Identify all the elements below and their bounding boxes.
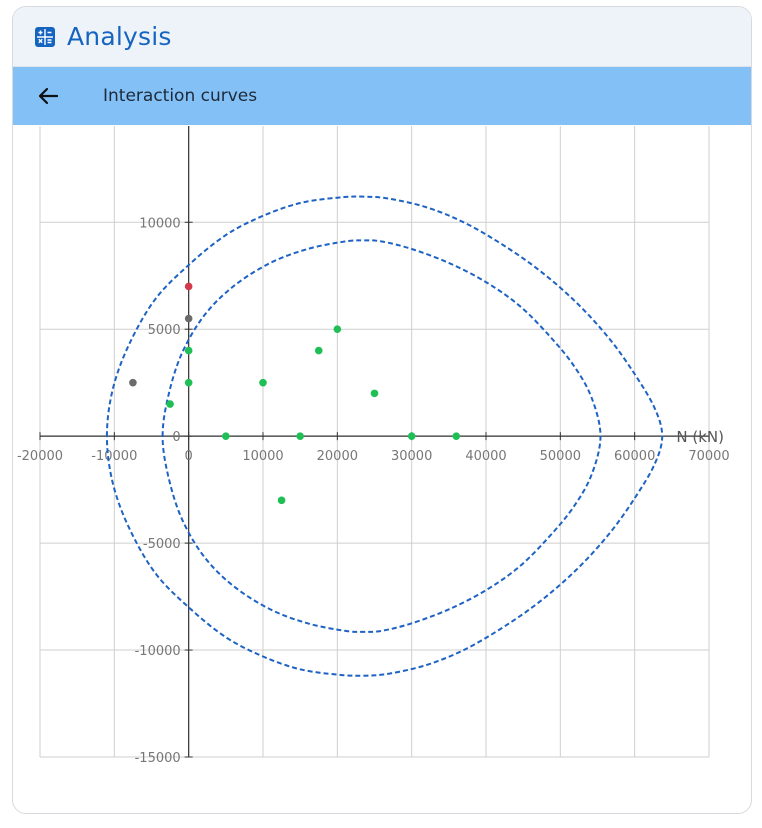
interaction-chart: -20000 -10000 0 10000 20000 30000 40000 50000 60…	[13, 126, 751, 786]
data-point	[184, 282, 193, 291]
card-header: Analysis	[13, 7, 751, 67]
x-tick-label: 20000	[317, 449, 358, 464]
data-point	[314, 346, 323, 355]
data-point	[222, 432, 230, 440]
data-point	[296, 432, 304, 440]
x-tick-label: 0	[185, 449, 193, 464]
x-axis-label: N (kN)	[676, 428, 724, 446]
y-tick-label: 5000	[148, 323, 181, 338]
data-point	[370, 389, 379, 398]
chart-svg: -20000 -10000 0 10000 20000 30000 40000 50000 60…	[17, 126, 730, 766]
x-tick-label: -10000	[91, 449, 137, 464]
x-tick-label: 30000	[391, 449, 432, 464]
data-point	[333, 325, 342, 334]
data-point	[452, 432, 461, 440]
y-tick-label: -10000	[135, 644, 181, 659]
interaction-curve	[161, 239, 602, 633]
data-point	[184, 346, 193, 355]
y-tick-label: -5000	[143, 537, 181, 552]
data-point	[277, 496, 286, 505]
data-point	[129, 378, 137, 387]
data-point	[166, 400, 174, 408]
analysis-card: Analysis Interaction curves -20000 -10000…	[12, 6, 752, 814]
data-point	[259, 378, 267, 387]
toolbar: Interaction curves	[13, 67, 751, 125]
interaction-curve	[105, 195, 664, 677]
toolbar-title: Interaction curves	[103, 86, 258, 106]
x-tick-label: 70000	[688, 449, 729, 464]
x-tick-label: 40000	[465, 449, 506, 464]
back-button[interactable]	[13, 67, 83, 125]
x-tick-label: 10000	[242, 449, 283, 464]
y-tick-label: -15000	[135, 751, 181, 766]
arrow-left-icon	[38, 87, 59, 105]
y-tick-label: 0	[172, 430, 180, 445]
app-title: Analysis	[67, 22, 172, 51]
x-tick-label: 60000	[614, 449, 655, 464]
data-point	[184, 378, 193, 387]
x-tick-label: -20000	[17, 449, 63, 464]
data-point	[184, 314, 193, 323]
data-point	[407, 432, 416, 440]
calculator-icon	[35, 26, 55, 47]
x-tick-label: 50000	[540, 449, 581, 464]
y-tick-label: 10000	[139, 216, 180, 231]
